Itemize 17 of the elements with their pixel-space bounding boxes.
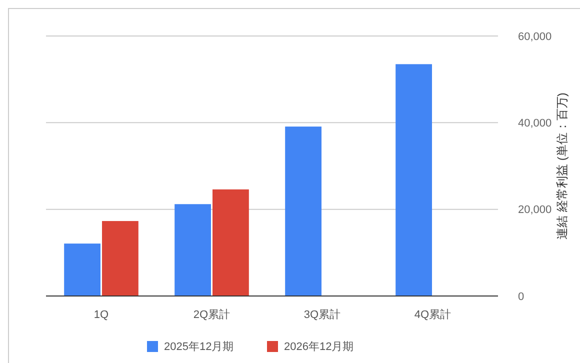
bar (396, 64, 432, 296)
y-axis-title: 連結 経常利益 (単位：百万) (555, 92, 569, 240)
y-tick-label: 40,000 (518, 118, 552, 130)
x-tick-label: 4Q累計 (414, 308, 452, 321)
x-tick-label: 3Q累計 (304, 308, 341, 321)
legend-label: 2026年12月期 (284, 340, 354, 353)
bar (102, 221, 138, 296)
x-tick-label: 1Q (94, 309, 110, 321)
bar (64, 244, 100, 296)
y-tick-label: 20,000 (518, 204, 552, 216)
bar (174, 204, 211, 296)
bar (285, 126, 322, 296)
y-tick-label: 0 (518, 290, 524, 303)
x-tick-label: 2Q累計 (193, 308, 230, 321)
y-tick-label: 60,000 (518, 30, 552, 43)
legend-label: 2025年12月期 (164, 340, 234, 353)
bar (212, 189, 249, 296)
